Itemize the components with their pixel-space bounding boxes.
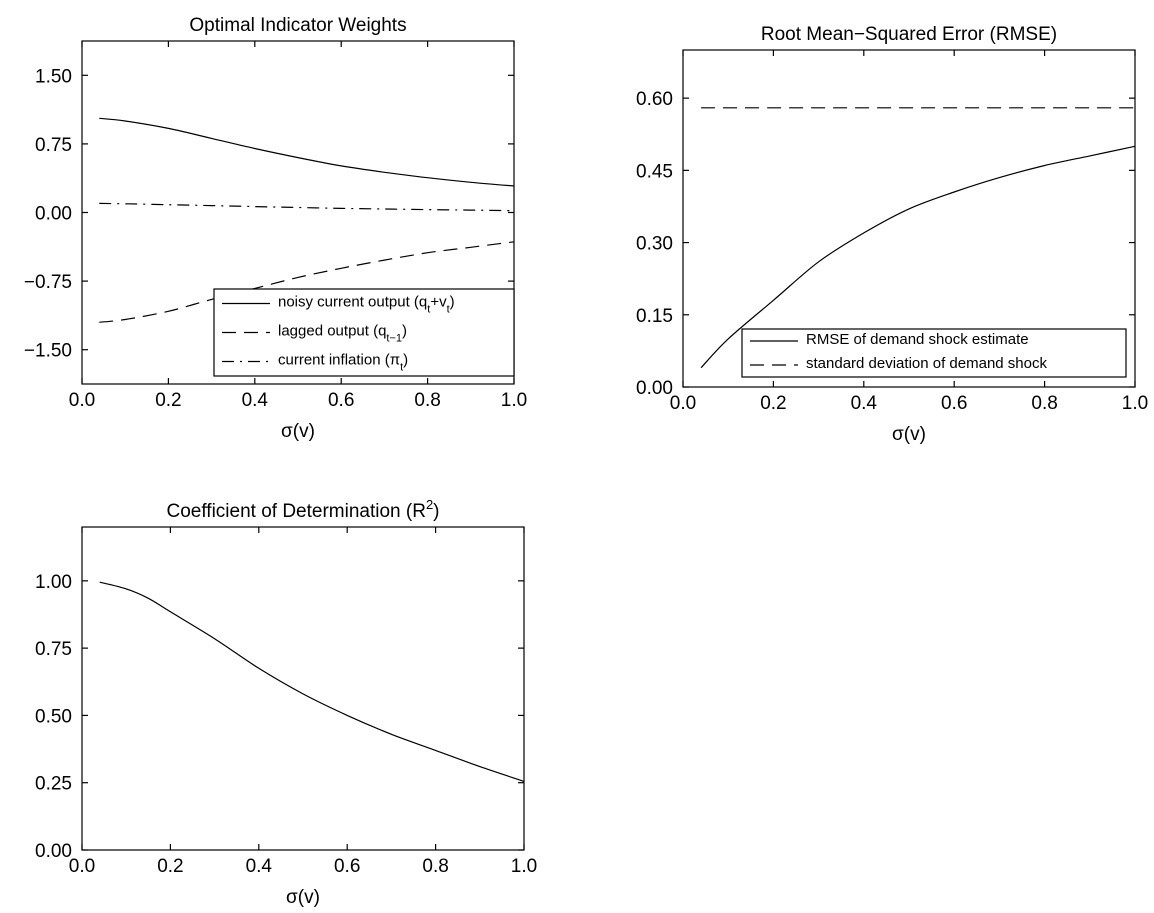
chart3-title: Coefficient of Determination (R2) bbox=[167, 497, 440, 522]
chart2-x-tick-label: 0.4 bbox=[851, 393, 878, 414]
chart3-x-axis-label: σ(v) bbox=[286, 887, 320, 908]
chart2-legend-label: RMSE of demand shock estimate bbox=[806, 331, 1029, 348]
chart2-series-1-line bbox=[700, 145, 1136, 369]
chart2-y-tick-label: 0.45 bbox=[636, 161, 673, 182]
chart1-x-tick-label: 0.8 bbox=[414, 390, 440, 411]
chart2-y-tick-label: 0.15 bbox=[636, 306, 673, 327]
chart1-series-2-line bbox=[99, 241, 515, 323]
chart3-y-tick-label: 1.00 bbox=[35, 572, 72, 593]
chart3-y-tick-label: 0.00 bbox=[35, 841, 72, 862]
chart2-legend-label: standard deviation of demand shock bbox=[806, 355, 1047, 372]
chart3-y-tick-label: 0.50 bbox=[35, 706, 72, 727]
chart1-series-1-line bbox=[99, 117, 515, 187]
chart3-x-tick-label: 1.0 bbox=[511, 856, 537, 877]
chart1-title: Optimal Indicator Weights bbox=[189, 15, 406, 36]
chart1-y-tick-label: 1.50 bbox=[35, 66, 72, 87]
chart3-plot-area bbox=[81, 526, 525, 851]
chart1-y-tick-label: 0.75 bbox=[35, 135, 72, 156]
chart2-legend-box bbox=[741, 328, 1127, 378]
chart2-x-axis-label: σ(v) bbox=[892, 424, 926, 445]
chart3-x-tick-label: 0.4 bbox=[246, 856, 273, 877]
chart3-x-tick-label: 0.6 bbox=[334, 856, 360, 877]
chart1-x-tick-label: 0.6 bbox=[328, 390, 354, 411]
chart2-y-tick-label: 0.00 bbox=[636, 378, 673, 399]
chart1-y-tick-label: −1.50 bbox=[24, 341, 72, 362]
chart3-y-tick-label: 0.75 bbox=[35, 639, 72, 660]
chart2-x-tick-label: 1.0 bbox=[1122, 393, 1148, 414]
chart1-y-tick-label: 0.00 bbox=[35, 204, 72, 225]
chart2-x-tick-label: 0.2 bbox=[760, 393, 786, 414]
chart2-title: Root Mean−Squared Error (RMSE) bbox=[761, 24, 1057, 45]
chart-rmse: Root Mean−Squared Error (RMSE) 0.0 0.2 0.4 0… bbox=[636, 24, 1148, 445]
chart2-x-tick-label: 0.0 bbox=[670, 393, 696, 414]
chart1-series-3-line bbox=[99, 202, 515, 212]
chart2-y-tick-label: 0.60 bbox=[636, 89, 673, 110]
chart1-x-tick-label: 0.4 bbox=[242, 390, 269, 411]
chart2-x-tick-label: 0.6 bbox=[941, 393, 967, 414]
chart1-legend-label: lagged output (qt−1) bbox=[278, 323, 407, 345]
chart-coefficient-of-determination: Coefficient of Determination (R2) 0.0 0.2 0… bbox=[35, 497, 537, 908]
chart1-x-tick-label: 0.0 bbox=[69, 390, 95, 411]
chart3-x-tick-label: 0.8 bbox=[422, 856, 448, 877]
chart1-legend-label: current inflation (πt) bbox=[278, 352, 408, 374]
chart1-x-tick-label: 0.2 bbox=[155, 390, 181, 411]
chart2-legend: RMSE of demand shock estimate standard de… bbox=[741, 328, 1127, 378]
chart1-x-axis-label: σ(v) bbox=[281, 421, 315, 442]
chart1-legend-label: noisy current output (qt+vt) bbox=[278, 294, 455, 316]
chart2-y-tick-label: 0.30 bbox=[636, 234, 673, 255]
chart3-x-tick-label: 0.2 bbox=[157, 856, 183, 877]
chart3-x-tick-label: 0.0 bbox=[69, 856, 95, 877]
chart3-y-tick-label: 0.25 bbox=[35, 774, 72, 795]
chart1-x-tick-label: 1.0 bbox=[501, 390, 527, 411]
chart3-series-1-line bbox=[99, 581, 525, 782]
chart1-legend: noisy current output (qt+vt) lagged outpu… bbox=[213, 288, 515, 377]
chart1-y-tick-label: −0.75 bbox=[24, 272, 72, 293]
chart-optimal-indicator-weights: Optimal Indicator Weights 0.0 0.2 0.4 0.6 0.8… bbox=[24, 15, 527, 442]
chart2-x-tick-label: 0.8 bbox=[1031, 393, 1057, 414]
